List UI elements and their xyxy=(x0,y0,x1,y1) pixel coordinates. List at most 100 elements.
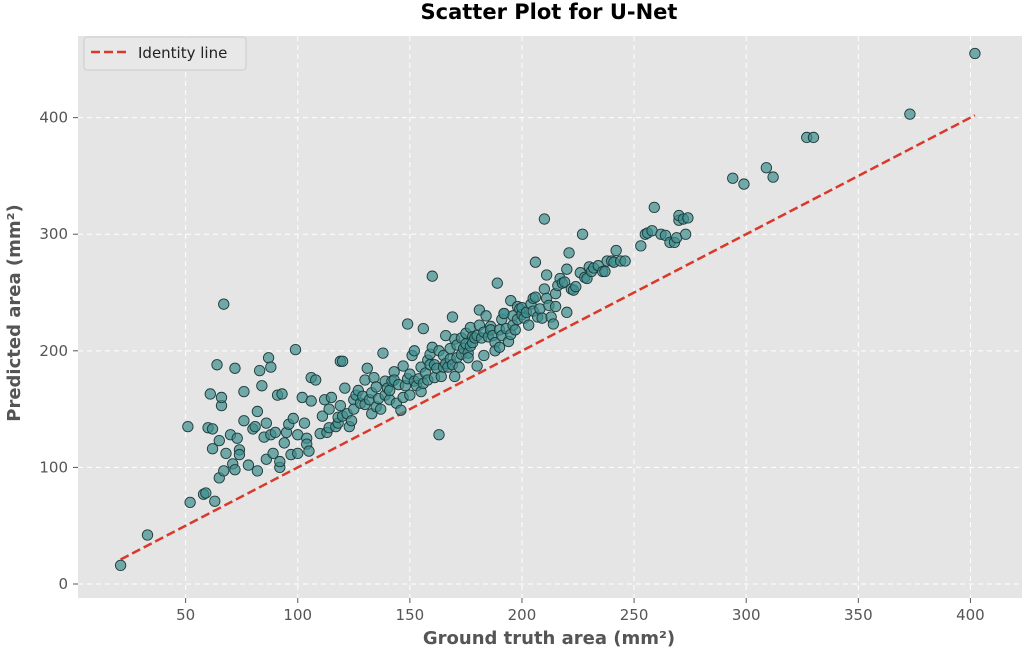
scatter-point xyxy=(558,276,571,288)
scatter-point xyxy=(251,465,264,477)
scatter-point xyxy=(760,162,773,174)
scatter-point xyxy=(206,423,219,435)
scatter-point xyxy=(540,269,553,281)
scatter-point xyxy=(253,364,266,377)
scatter-point xyxy=(310,374,322,386)
chart-title: Scatter Plot for U-Net xyxy=(421,0,678,24)
scatter-point xyxy=(361,362,373,374)
scatter-point xyxy=(453,361,465,373)
scatter-point xyxy=(635,240,647,252)
x-tick-label: 200 xyxy=(508,606,537,624)
scatter-point xyxy=(549,300,562,313)
scatter-point xyxy=(610,244,622,257)
scatter-point xyxy=(523,319,535,331)
scatter-point xyxy=(265,361,277,373)
scatter-point xyxy=(305,395,317,407)
x-tick-label: 100 xyxy=(283,606,312,624)
scatter-point xyxy=(323,403,335,415)
scatter-point xyxy=(462,352,474,364)
scatter-point xyxy=(204,388,216,400)
scatter-point xyxy=(114,559,127,572)
y-tick-label: 0 xyxy=(58,575,68,593)
scatter-point xyxy=(538,213,551,225)
scatter-point xyxy=(274,455,286,468)
identity-line-path xyxy=(120,114,976,561)
scatter-point xyxy=(478,349,490,362)
scatter-point xyxy=(269,426,281,439)
scatter-point xyxy=(538,283,551,295)
scatter-point xyxy=(231,432,243,444)
scatter-point xyxy=(218,465,230,477)
scatter-point xyxy=(384,384,396,397)
scatter-point xyxy=(904,108,916,120)
x-tick-label: 400 xyxy=(956,606,985,624)
scatter-point xyxy=(648,201,660,214)
scatter-point xyxy=(267,447,279,460)
y-axis-label: Predicted area (mm²) xyxy=(4,204,25,421)
scatter-point xyxy=(408,345,420,357)
x-tick-label: 350 xyxy=(844,606,873,624)
y-tick-label: 300 xyxy=(39,225,68,243)
scatter-point xyxy=(220,447,232,460)
scatter-point xyxy=(316,410,329,422)
scatter-point xyxy=(242,459,255,471)
x-tick-label: 150 xyxy=(396,606,425,624)
scatter-point xyxy=(262,352,275,364)
scatter-point xyxy=(303,445,315,457)
scatter-point xyxy=(370,381,382,393)
scatter-point xyxy=(493,341,506,353)
x-axis-label: Ground truth area (mm²) xyxy=(423,628,675,649)
scatter-point xyxy=(334,399,346,412)
y-tick-label: 100 xyxy=(39,458,68,476)
legend-entry-identity-line: Identity line xyxy=(138,44,227,62)
scatter-point xyxy=(249,420,261,433)
scatter-point xyxy=(182,420,194,433)
scatter-point xyxy=(200,487,212,499)
scatter-point xyxy=(325,391,338,404)
scatter-point xyxy=(491,277,503,289)
scatter-point xyxy=(619,255,631,267)
scatter-point xyxy=(251,405,264,418)
scatter-point xyxy=(298,417,311,429)
axis-ticks: 50 100 150 200 250 300 350 400 0 100 200 300 400 xyxy=(39,109,984,624)
y-tick-label: 400 xyxy=(39,109,68,127)
scatter-point xyxy=(141,529,154,541)
scatter-point xyxy=(233,448,246,461)
scatter-point xyxy=(727,172,739,184)
scatter-point xyxy=(738,178,750,190)
legend: Identity line xyxy=(83,36,247,71)
scatter-point xyxy=(184,496,196,509)
scatter-point xyxy=(576,228,589,240)
scatter-point xyxy=(292,447,304,460)
scatter-point xyxy=(480,310,492,322)
scatter-point xyxy=(807,131,820,144)
scatter-point xyxy=(368,371,380,384)
scatter-point xyxy=(256,380,268,392)
scatter-point xyxy=(599,265,611,278)
scatter-point xyxy=(278,437,290,449)
scatter-point xyxy=(287,412,299,425)
scatter-point xyxy=(206,443,219,455)
scatter-point xyxy=(529,256,542,268)
scatter-point xyxy=(435,370,447,383)
scatter-point xyxy=(229,362,241,374)
scatter-point xyxy=(417,323,429,335)
scatter-point xyxy=(377,347,389,359)
scatter-point xyxy=(509,324,521,336)
scatter-point xyxy=(375,403,387,415)
scatter-point xyxy=(238,385,250,398)
scatter-point xyxy=(229,464,241,476)
scatter-point xyxy=(680,228,692,240)
scatter-point xyxy=(401,318,414,330)
scatter-point xyxy=(336,355,349,367)
scatter-point xyxy=(218,298,230,310)
scatter-point xyxy=(969,47,981,60)
scatter-point xyxy=(339,382,351,394)
scatter-point xyxy=(215,391,228,404)
scatter-point xyxy=(395,404,407,416)
scatter-point xyxy=(397,360,409,372)
x-tick-label: 300 xyxy=(732,606,761,624)
scatter-point xyxy=(561,263,573,275)
scatter-point xyxy=(213,434,225,447)
